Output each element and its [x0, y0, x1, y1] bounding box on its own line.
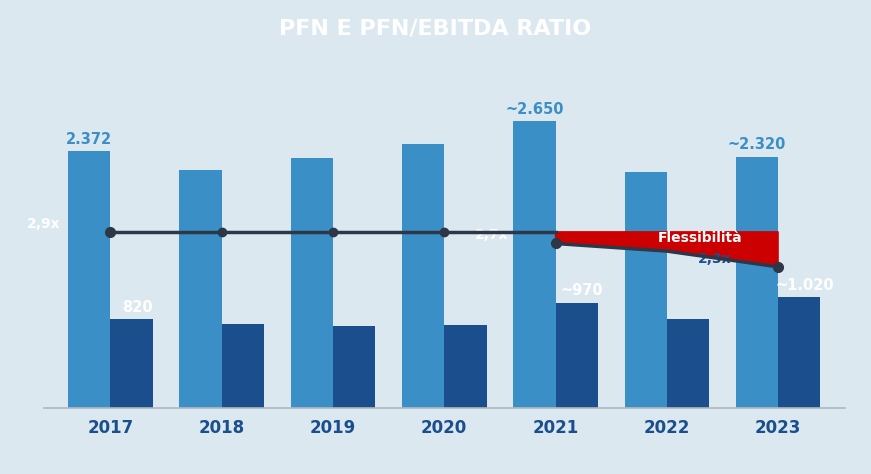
- Bar: [667, 319, 709, 408]
- Polygon shape: [556, 232, 778, 267]
- Text: ~1.020: ~1.020: [775, 278, 834, 293]
- Bar: [444, 326, 487, 408]
- Text: 2.372: 2.372: [66, 132, 112, 147]
- Bar: [778, 297, 820, 408]
- Bar: [402, 144, 444, 408]
- Text: 2,3x: 2,3x: [698, 252, 732, 266]
- Bar: [68, 151, 111, 408]
- Bar: [291, 158, 333, 408]
- Bar: [625, 172, 667, 408]
- Bar: [111, 319, 152, 408]
- Bar: [736, 157, 778, 408]
- Text: PFN E PFN/EBITDA RATIO: PFN E PFN/EBITDA RATIO: [280, 18, 591, 38]
- Text: 820: 820: [122, 300, 152, 315]
- Text: Flessibilità: Flessibilità: [658, 231, 742, 245]
- Text: 2,7x: 2,7x: [476, 228, 509, 242]
- Text: ~970: ~970: [561, 283, 604, 299]
- Bar: [513, 121, 556, 408]
- Bar: [333, 326, 375, 408]
- Text: ~2.650: ~2.650: [505, 102, 564, 117]
- Text: ~2.320: ~2.320: [728, 137, 787, 153]
- Text: 2,9x: 2,9x: [27, 217, 60, 231]
- Bar: [179, 170, 221, 408]
- Bar: [556, 303, 598, 408]
- Bar: [221, 324, 264, 408]
